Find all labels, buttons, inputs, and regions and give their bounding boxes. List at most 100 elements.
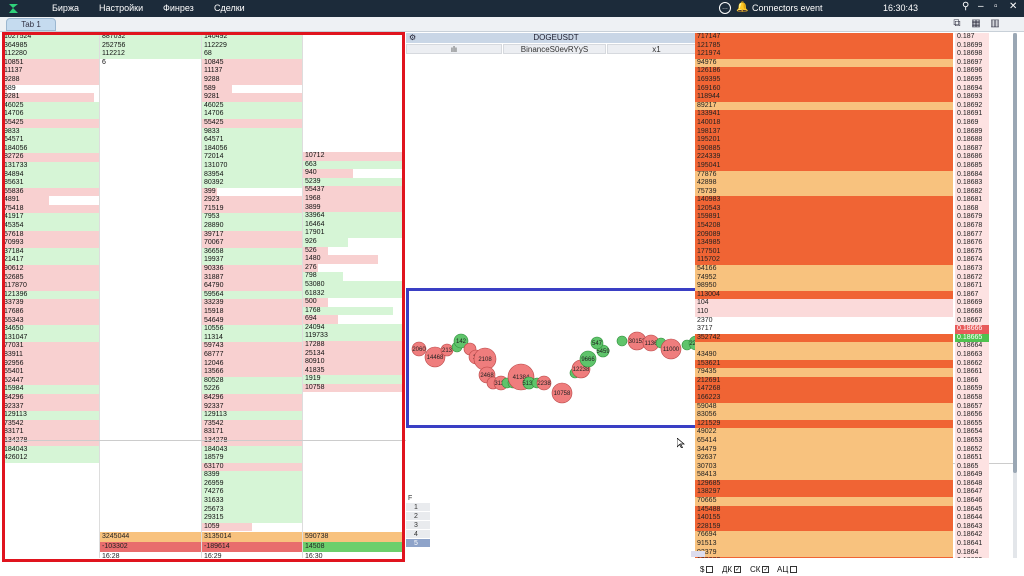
trade-bubble[interactable]: 213: [440, 343, 454, 357]
volume-row[interactable]: 3899: [303, 203, 403, 213]
book-row[interactable]: 91513 0.18641: [695, 540, 989, 549]
book-row[interactable]: 177501 0.18675: [695, 247, 989, 257]
volume-row[interactable]: 663: [303, 160, 403, 170]
volume-row[interactable]: 131070: [202, 161, 302, 171]
volume-row[interactable]: 119733: [303, 332, 403, 342]
scrollbar[interactable]: [1013, 33, 1017, 558]
book-row[interactable]: 195201 0.18688: [695, 136, 989, 145]
volume-row[interactable]: 68: [202, 50, 302, 59]
book-row[interactable]: 198137 0.18689: [695, 127, 989, 137]
volume-row[interactable]: 16464: [303, 220, 403, 230]
book-row[interactable]: 224339 0.18686: [695, 153, 989, 162]
volume-row[interactable]: 80392: [202, 179, 302, 188]
volume-row[interactable]: 33964: [303, 212, 403, 221]
volume-row[interactable]: 55401: [2, 368, 99, 377]
book-row[interactable]: 54166 0.18673: [695, 265, 989, 274]
volume-row[interactable]: 57618: [2, 230, 99, 240]
volume-row[interactable]: 140492: [202, 33, 302, 42]
column-a[interactable]: 1027524 364985 112280 10851 11137 9288 589 9281…: [2, 33, 99, 558]
volume-row[interactable]: 83911: [2, 350, 99, 360]
volume-row[interactable]: 92337: [202, 402, 302, 412]
volume-row[interactable]: 21417: [2, 256, 99, 266]
volume-row[interactable]: 84296: [2, 393, 99, 403]
trade-bubble[interactable]: 14468: [424, 346, 446, 368]
volume-row[interactable]: 34650: [2, 325, 99, 334]
book-row[interactable]: 121785 0.18699: [695, 41, 989, 51]
pin-icon[interactable]: ⚲: [962, 1, 970, 12]
volume-row[interactable]: 1027524: [2, 33, 99, 42]
volume-row[interactable]: 184043: [2, 445, 99, 455]
volume-row[interactable]: 1768: [303, 306, 403, 316]
book-row[interactable]: 42898 0.18683: [695, 179, 989, 188]
volume-row[interactable]: 53080: [303, 280, 403, 290]
column-c[interactable]: 140492 112229 68 10845 11137 9288 589 9281 46025…: [202, 33, 302, 558]
volume-row[interactable]: 31887: [202, 273, 302, 283]
volume-row[interactable]: 14706: [202, 110, 302, 119]
volume-row[interactable]: 10758: [303, 384, 403, 392]
volume-row[interactable]: 55425: [2, 118, 99, 128]
volume-row[interactable]: 41835: [303, 366, 403, 376]
f-item-3[interactable]: 3: [406, 521, 430, 530]
volume-row[interactable]: 84894: [2, 170, 99, 180]
book-row[interactable]: 195041 0.18685: [695, 161, 989, 171]
volume-row[interactable]: 1059: [202, 522, 302, 532]
book-row[interactable]: 74952 0.18672: [695, 273, 989, 283]
book-row[interactable]: 166223 0.18658: [695, 393, 989, 403]
column-b[interactable]: 887032 252756 112212 6: [100, 33, 201, 558]
volume-row[interactable]: 112212: [100, 50, 201, 59]
chart-title-bar[interactable]: ⚙ DOGEUSDT ✕: [406, 33, 706, 43]
volume-row[interactable]: 73542: [2, 419, 99, 429]
book-row[interactable]: 140018 0.1869: [695, 118, 989, 128]
layout-icon[interactable]: ▦: [971, 18, 981, 29]
volume-row[interactable]: 83954: [202, 170, 302, 180]
volume-row[interactable]: 694: [303, 315, 403, 324]
volume-row[interactable]: 589: [202, 84, 302, 94]
volume-row[interactable]: 64571: [2, 136, 99, 145]
volume-row[interactable]: 887032: [100, 33, 201, 42]
book-row[interactable]: 2370 0.18667: [695, 316, 989, 326]
volume-row[interactable]: 28890: [202, 222, 302, 231]
book-row[interactable]: 70665 0.18646: [695, 497, 989, 506]
volume-row[interactable]: 55425: [202, 118, 302, 128]
volume-row[interactable]: 9288: [2, 75, 99, 85]
book-row[interactable]: 126186 0.18696: [695, 67, 989, 76]
book-row[interactable]: 153621 0.18662: [695, 359, 989, 369]
volume-row[interactable]: 45354: [2, 222, 99, 231]
volume-row[interactable]: 589: [2, 84, 99, 94]
volume-row[interactable]: 1968: [303, 194, 403, 204]
volume-row[interactable]: 92956: [2, 359, 99, 369]
maximize-icon[interactable]: ▫: [994, 1, 998, 12]
volume-row[interactable]: 36658: [202, 247, 302, 257]
volume-row[interactable]: 26959: [202, 479, 302, 489]
volume-row[interactable]: 11314: [202, 333, 302, 343]
book-row[interactable]: 140155 0.18644: [695, 514, 989, 523]
trade-bubble[interactable]: [616, 335, 628, 347]
minimize-icon[interactable]: –: [978, 1, 984, 12]
book-row[interactable]: 154208 0.18678: [695, 222, 989, 231]
book-row[interactable]: 89217 0.18692: [695, 101, 989, 111]
volume-row[interactable]: 9288: [202, 75, 302, 85]
book-row[interactable]: 133941 0.18691: [695, 110, 989, 119]
book-row[interactable]: 121529 0.18655: [695, 419, 989, 429]
volume-row[interactable]: 9281: [202, 93, 302, 102]
volume-row[interactable]: 52685: [2, 273, 99, 283]
volume-row[interactable]: 129113: [2, 411, 99, 420]
volume-row[interactable]: 9281: [2, 93, 99, 102]
book-row[interactable]: 115702 0.18674: [695, 256, 989, 266]
book-row[interactable]: 113004 0.1867: [695, 290, 989, 300]
book-row[interactable]: 110 0.18668: [695, 308, 989, 317]
menu-birzha[interactable]: Биржа: [52, 3, 79, 13]
multiplier-select[interactable]: x1: [607, 44, 706, 54]
f-item-2[interactable]: 2: [406, 512, 430, 521]
volume-row[interactable]: 276: [303, 263, 403, 273]
volume-row[interactable]: 33739: [2, 299, 99, 308]
volume-row[interactable]: 364985: [2, 41, 99, 51]
volume-row[interactable]: 131047: [2, 333, 99, 343]
volume-row[interactable]: 46025: [202, 101, 302, 111]
book-row[interactable]: 59048 0.18657: [695, 402, 989, 412]
volume-row[interactable]: 72014: [202, 153, 302, 162]
book-row[interactable]: 209089 0.18677: [695, 230, 989, 240]
volume-row[interactable]: 9833: [2, 127, 99, 137]
volume-row[interactable]: 63170: [202, 462, 302, 472]
dollar-toggle[interactable]: $: [700, 565, 714, 574]
